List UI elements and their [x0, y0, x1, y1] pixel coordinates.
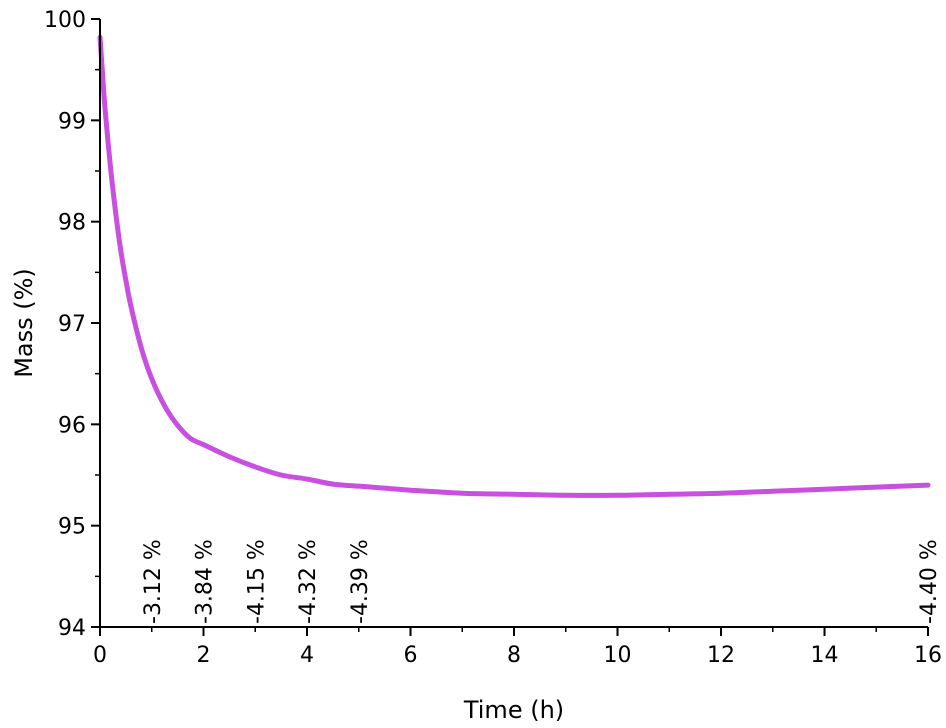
- annotation-3: -4.32 %: [296, 539, 321, 624]
- annotation-1: -3.84 %: [193, 539, 218, 624]
- annotation-0: -3.12 %: [141, 539, 166, 624]
- series-group: [97, 34, 931, 498]
- y-tick-label-0: 94: [58, 616, 86, 641]
- annotation-5: -4.40 %: [917, 539, 942, 624]
- y-tick-label-4: 98: [58, 211, 86, 236]
- x-tick-label-7: 14: [811, 643, 839, 668]
- annotation-2: -4.15 %: [244, 539, 269, 624]
- axes: [99, 19, 928, 628]
- x-tick-label-3: 6: [404, 643, 418, 668]
- mass-loss-annotations: -3.12 % -3.84 % -4.15 % -4.32 % -4.39 % -4.40…: [141, 539, 942, 624]
- y-tick-label-5: 99: [58, 109, 86, 134]
- x-tick-label-0: 0: [93, 643, 107, 668]
- x-tick-label-8: 16: [914, 643, 942, 668]
- mass-line-0: [97, 34, 931, 498]
- x-tick-label-4: 8: [507, 643, 521, 668]
- x-tick-label-1: 2: [197, 643, 211, 668]
- x-tick-label-2: 4: [300, 643, 314, 668]
- y-tick-label-1: 95: [58, 515, 86, 540]
- annotation-4: -4.39 %: [348, 539, 373, 624]
- y-ticks: 94 95 96 97 98 99 100: [44, 8, 100, 641]
- x-tick-label-6: 12: [707, 643, 735, 668]
- x-ticks: 0 2 4 6 8 10 12 14 16: [93, 627, 942, 668]
- y-tick-label-2: 96: [58, 413, 86, 438]
- y-tick-label-3: 97: [58, 312, 86, 337]
- x-axis-title: Time (h): [463, 696, 564, 724]
- y-tick-label-6: 100: [44, 8, 86, 33]
- y-axis-title: Mass (%): [10, 268, 38, 378]
- x-tick-label-5: 10: [604, 643, 632, 668]
